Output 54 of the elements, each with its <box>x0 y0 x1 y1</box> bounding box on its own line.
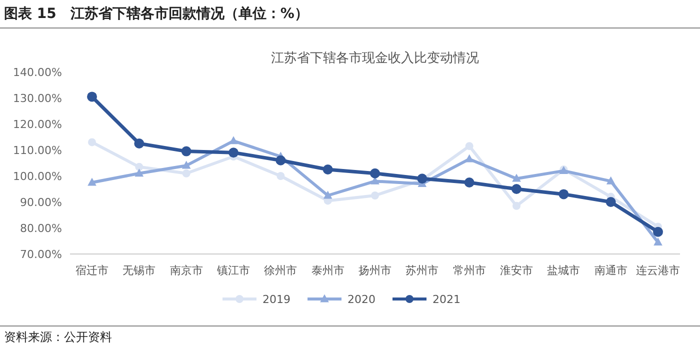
point <box>134 168 144 177</box>
point <box>228 148 238 158</box>
point <box>276 172 285 180</box>
y-tick-label: 130.00% <box>13 92 62 105</box>
y-tick-label: 120.00% <box>13 118 62 131</box>
y-tick-label: 70.00% <box>20 248 62 261</box>
point <box>606 176 616 184</box>
y-tick-label: 110.00% <box>13 144 62 157</box>
point <box>276 155 286 166</box>
text: 资料来源：公开资料 <box>4 330 112 344</box>
chart-subtitle: 江苏省下辖各市现金收入比变动情况 <box>271 51 479 66</box>
x-tick-label: 连云港市 <box>636 264 680 277</box>
x-tick-label: 泰州市 <box>311 264 344 277</box>
x-tick-label: 盐城市 <box>547 264 580 277</box>
x-tick-label: 南通市 <box>594 264 628 277</box>
y-tick-label: 100.00% <box>13 170 62 183</box>
point <box>323 190 332 199</box>
point <box>88 178 96 186</box>
legend-label: 2019 <box>262 293 290 306</box>
y-tick-label: 90.00% <box>20 196 62 209</box>
point <box>512 184 522 194</box>
legend-label: 2021 <box>432 293 460 306</box>
x-tick-label: 徐州市 <box>264 264 298 277</box>
point <box>558 189 569 200</box>
point <box>182 169 190 178</box>
point <box>322 164 333 174</box>
point <box>229 136 238 144</box>
point <box>512 174 521 182</box>
point <box>606 197 616 207</box>
x-tick-label: 南京市 <box>170 264 203 277</box>
point <box>134 138 144 148</box>
x-tick-label: 苏州市 <box>406 264 439 277</box>
point <box>654 238 662 246</box>
point <box>135 162 144 171</box>
point <box>87 92 97 102</box>
x-tick-label: 淮安市 <box>500 264 533 277</box>
chart-title: 图表 15 江苏省下辖各市回款情况（单位：%） <box>4 5 308 22</box>
x-tick-label: 镇江市 <box>216 264 250 277</box>
x-tick-label: 常州市 <box>452 264 486 277</box>
y-tick-label: 80.00% <box>20 222 62 235</box>
point <box>88 138 96 146</box>
point <box>371 192 379 200</box>
point <box>653 226 663 237</box>
legend-label: 2020 <box>348 293 376 306</box>
point <box>182 160 191 169</box>
point <box>464 178 474 188</box>
point <box>512 202 520 210</box>
x-tick-label: 宿迁市 <box>76 264 108 277</box>
y-tick-label: 140.00% <box>13 66 62 79</box>
point <box>181 146 192 156</box>
point <box>465 142 474 150</box>
x-tick-label: 扬州市 <box>358 264 392 277</box>
x-tick-label: 无锡市 <box>122 264 156 277</box>
point <box>370 168 380 178</box>
